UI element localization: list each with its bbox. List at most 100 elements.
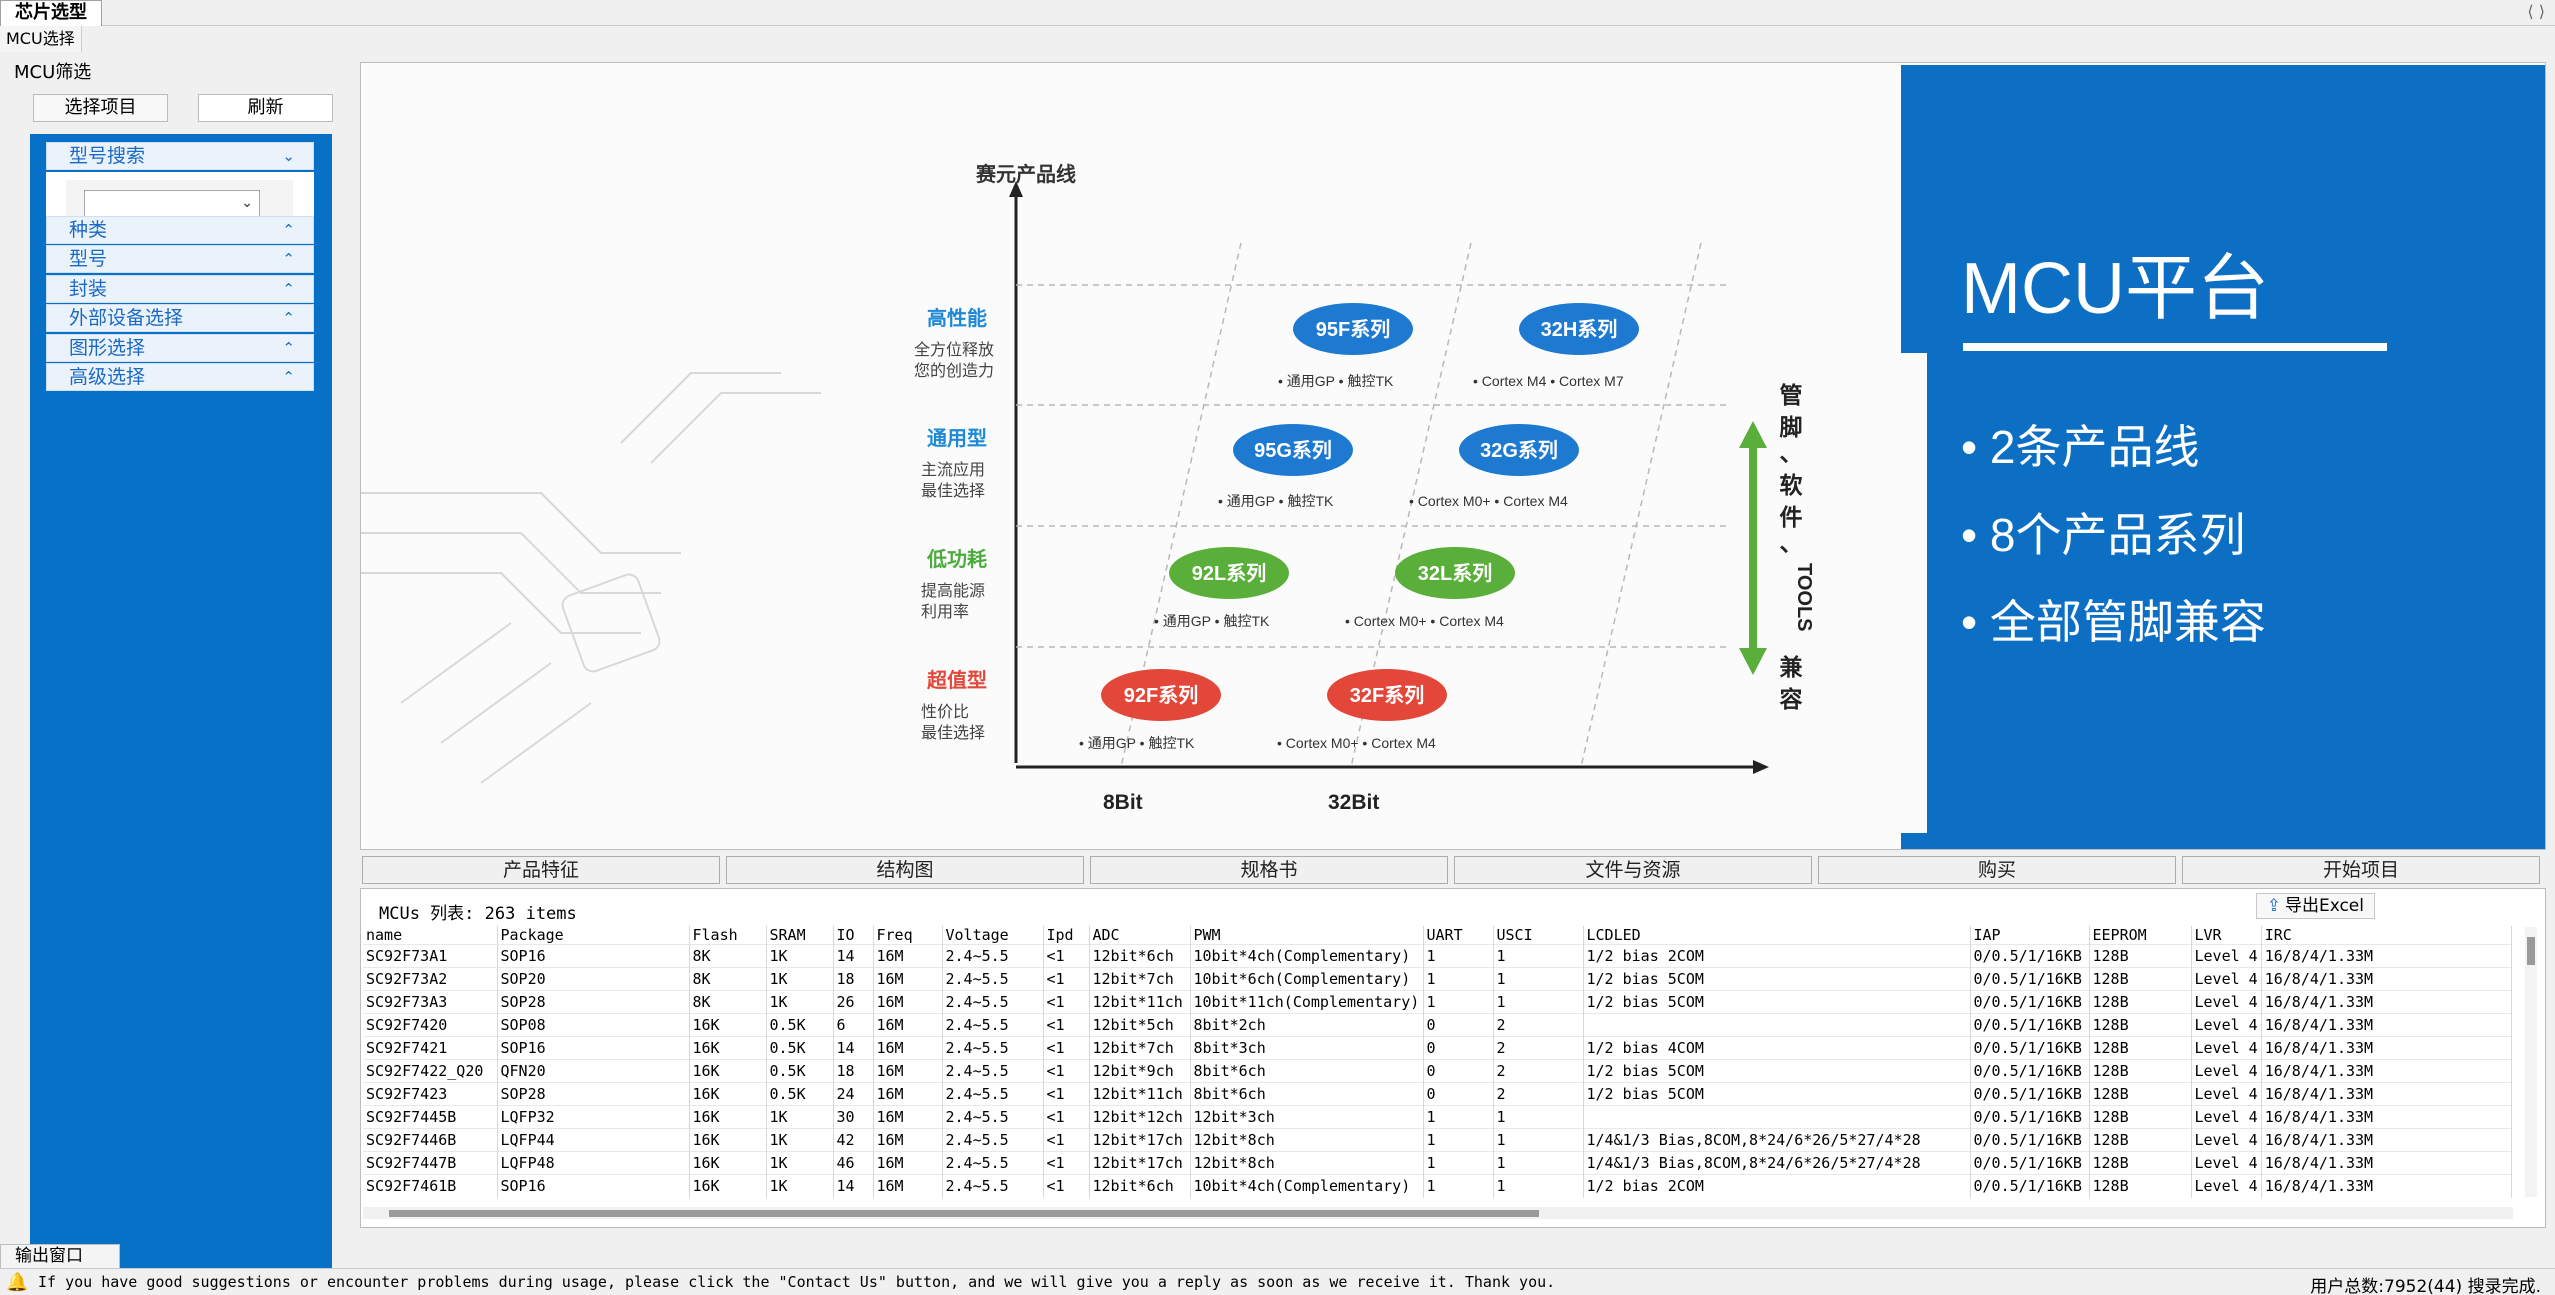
- table-cell: 14: [833, 1036, 874, 1060]
- column-header[interactable]: name: [363, 926, 498, 945]
- product-matrix-graphic: 赛元产品线 8Bit 32Bit 高性能 全方位释放 您的创造力 通用型 主流应…: [361, 65, 2545, 849]
- table-row[interactable]: SC92F7422_Q20 QFN20 16K 0.5K 18 16M 2.4~5.5 <1 1…: [363, 1059, 2512, 1083]
- table-cell: 0/0.5/1/16KB: [1970, 1082, 2090, 1106]
- column-header[interactable]: ADC: [1089, 926, 1191, 945]
- series-label: 95G系列: [1254, 439, 1332, 462]
- table-cell: 16M: [873, 1036, 943, 1060]
- column-header[interactable]: SRAM: [766, 926, 834, 945]
- table-row[interactable]: SC92F73A3 SOP28 8K 1K 26 16M 2.4~5.5 <1 12bit*11…: [363, 990, 2512, 1014]
- column-header[interactable]: Freq: [873, 926, 943, 945]
- column-header[interactable]: UART: [1423, 926, 1494, 945]
- table-cell: 128B: [2089, 967, 2192, 991]
- table-row[interactable]: SC92F73A2 SOP20 8K 1K 18 16M 2.4~5.5 <1 12bit*7c…: [363, 967, 2512, 991]
- column-header[interactable]: Ipd: [1043, 926, 1090, 945]
- refresh-button[interactable]: 刷新: [198, 94, 333, 122]
- table-row[interactable]: SC92F7445B LQFP32 16K 1K 30 16M 2.4~5.5 <1 12bit…: [363, 1105, 2512, 1129]
- column-header[interactable]: LCDLED: [1583, 926, 1971, 945]
- table-cell: 24: [833, 1082, 874, 1106]
- table-cell: [1583, 1013, 1971, 1037]
- column-header[interactable]: Flash: [689, 926, 767, 945]
- tab-datasheet[interactable]: 规格书: [1090, 856, 1448, 884]
- table-cell: Level 4: [2191, 1013, 2262, 1037]
- select-project-button[interactable]: 选择项目: [33, 94, 168, 122]
- series-note: • Cortex M0+ • Cortex M4: [1345, 613, 1504, 629]
- tab-product-features[interactable]: 产品特征: [362, 856, 720, 884]
- column-header[interactable]: PWM: [1190, 926, 1424, 945]
- table-cell: 30: [833, 1105, 874, 1129]
- vertical-scrollbar[interactable]: [2525, 927, 2537, 1197]
- chevron-down-icon[interactable]: ⌄: [241, 195, 253, 211]
- tab-chip-selection[interactable]: 芯片选型: [0, 0, 102, 26]
- column-header[interactable]: USCI: [1493, 926, 1584, 945]
- table-cell: 1: [1493, 944, 1584, 968]
- tab-start-project[interactable]: 开始项目: [2182, 856, 2540, 884]
- table-cell: 16K: [689, 1036, 767, 1060]
- column-header[interactable]: Voltage: [942, 926, 1044, 945]
- tab-files-resources[interactable]: 文件与资源: [1454, 856, 1812, 884]
- table-cell: 1: [1493, 990, 1584, 1014]
- column-header[interactable]: LVR: [2191, 926, 2262, 945]
- table-row[interactable]: SC92F7420 SOP08 16K 0.5K 6 16M 2.4~5.5 <1 12bit*…: [363, 1013, 2512, 1037]
- table-cell: SC92F7421: [363, 1036, 498, 1060]
- table-cell: 1K: [766, 967, 834, 991]
- horizontal-scrollbar[interactable]: [363, 1207, 2513, 1219]
- table-cell: 16/8/4/1.33M: [2261, 1128, 2512, 1152]
- mcu-table: name Package Flash SRAM IO Freq Voltage …: [363, 926, 2512, 1198]
- column-header[interactable]: Package: [497, 926, 690, 945]
- tab-scroll-arrows-icon[interactable]: ⟨ ⟩: [2527, 2, 2545, 21]
- table-cell: 2.4~5.5: [942, 944, 1044, 968]
- table-cell: Level 4: [2191, 1105, 2262, 1129]
- table-row[interactable]: SC92F73A1 SOP16 8K 1K 14 16M 2.4~5.5 <1 12bit*6c…: [363, 944, 2512, 968]
- table-cell: Level 4: [2191, 990, 2262, 1014]
- table-cell: 128B: [2089, 1059, 2192, 1083]
- y-axis-label: 赛元产品线: [975, 162, 1076, 186]
- column-header[interactable]: EEPROM: [2089, 926, 2192, 945]
- accordion-label: 外部设备选择: [69, 307, 184, 329]
- table-row[interactable]: SC92F7461B SOP16 16K 1K 14 16M 2.4~5.5 <1 12bit*…: [363, 1174, 2512, 1198]
- table-cell: 2.4~5.5: [942, 1082, 1044, 1106]
- table-row[interactable]: SC92F7446B LQFP44 16K 1K 42 16M 2.4~5.5 <1 12bit…: [363, 1128, 2512, 1152]
- tab-mcu-select[interactable]: MCU选择: [0, 26, 82, 52]
- table-row[interactable]: SC92F7447B LQFP48 16K 1K 46 16M 2.4~5.5 <1 12bit…: [363, 1151, 2512, 1175]
- column-header[interactable]: IO: [833, 926, 874, 945]
- table-cell: 0: [1423, 1036, 1494, 1060]
- accordion-model-search[interactable]: 型号搜索 ⌄: [46, 142, 314, 170]
- table-cell: SOP08: [497, 1013, 690, 1037]
- table-cell: 1: [1493, 1105, 1584, 1129]
- table-row[interactable]: SC92F7421 SOP16 16K 0.5K 14 16M 2.4~5.5 <1 12bit…: [363, 1036, 2512, 1060]
- column-header[interactable]: IRC: [2261, 926, 2512, 945]
- table-cell: SOP16: [497, 1174, 690, 1198]
- table-cell: 12bit*6ch: [1089, 944, 1191, 968]
- column-header[interactable]: IAP: [1970, 926, 2090, 945]
- table-cell: 16/8/4/1.33M: [2261, 967, 2512, 991]
- table-cell: 1: [1423, 1174, 1494, 1198]
- accordion-peripherals[interactable]: 外部设备选择 ⌃: [46, 304, 314, 332]
- accordion-package[interactable]: 封装 ⌃: [46, 275, 314, 303]
- table-cell: SC92F7461B: [363, 1174, 498, 1198]
- accordion-advanced[interactable]: 高级选择 ⌃: [46, 363, 314, 391]
- scroll-thumb[interactable]: [2527, 937, 2535, 965]
- table-cell: <1: [1043, 967, 1090, 991]
- tab-output-window[interactable]: 输出窗口: [0, 1244, 120, 1268]
- table-cell: 1/4&1/3 Bias,8COM,8*24/6*26/5*27/4*28: [1583, 1151, 1971, 1175]
- accordion-label: 封装: [69, 278, 108, 300]
- table-cell: 14: [833, 944, 874, 968]
- table-cell: 14: [833, 1174, 874, 1198]
- panel-title-underline: [1963, 343, 2387, 351]
- tab-block-diagram[interactable]: 结构图: [726, 856, 1084, 884]
- table-cell: 12bit*11ch: [1089, 990, 1191, 1014]
- bell-icon[interactable]: 🔔: [6, 1272, 29, 1293]
- accordion-model[interactable]: 型号 ⌃: [46, 245, 314, 273]
- table-cell: 16K: [689, 1105, 767, 1129]
- table-cell: 26: [833, 990, 874, 1014]
- accordion-label: 种类: [69, 219, 108, 241]
- accordion-graphics[interactable]: 图形选择 ⌃: [46, 334, 314, 362]
- table-cell: 8bit*3ch: [1190, 1036, 1424, 1060]
- table-row[interactable]: SC92F7423 SOP28 16K 0.5K 24 16M 2.4~5.5 <1 12bit…: [363, 1082, 2512, 1106]
- accordion-category[interactable]: 种类 ⌃: [46, 216, 314, 244]
- export-excel-button[interactable]: ⇪ 导出Excel: [2255, 893, 2375, 919]
- scroll-thumb[interactable]: [389, 1210, 1539, 1217]
- table-cell: 2.4~5.5: [942, 990, 1044, 1014]
- chevron-up-icon: ⌃: [282, 309, 295, 327]
- tab-buy[interactable]: 购买: [1818, 856, 2176, 884]
